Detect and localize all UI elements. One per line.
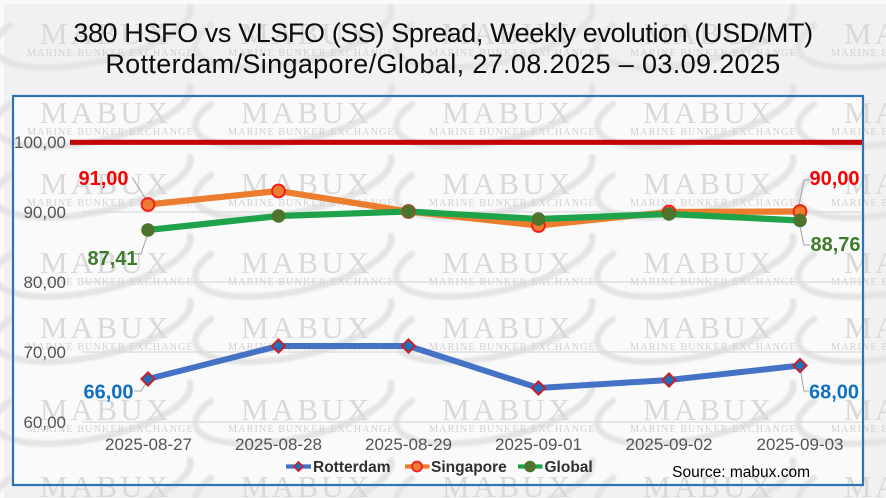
svg-text:Rotterdam: Rotterdam [313,459,391,476]
svg-text:2025-09-01: 2025-09-01 [495,435,582,454]
svg-text:380 HSFO vs VLSFO (SS) Spread,: 380 HSFO vs VLSFO (SS) Spread, Weekly ev… [73,18,812,48]
svg-text:2025-08-29: 2025-08-29 [365,435,452,454]
svg-text:68,00: 68,00 [809,382,859,404]
svg-text:100,00: 100,00 [14,133,66,152]
svg-text:90,00: 90,00 [809,168,859,190]
svg-text:66,00: 66,00 [83,382,133,404]
svg-text:88,76: 88,76 [810,234,860,256]
svg-text:87,41: 87,41 [87,248,137,270]
svg-text:2025-09-02: 2025-09-02 [626,435,713,454]
svg-text:Rotterdam/Singapore/Global, 27: Rotterdam/Singapore/Global, 27.08.2025 –… [105,49,780,79]
svg-text:Singapore: Singapore [431,459,507,476]
svg-text:Source: mabux.com: Source: mabux.com [672,464,810,481]
svg-text:70,00: 70,00 [23,343,66,362]
svg-text:Global: Global [545,459,593,476]
svg-text:2025-08-28: 2025-08-28 [235,435,322,454]
svg-text:2025-09-03: 2025-09-03 [757,435,844,454]
svg-text:90,00: 90,00 [23,203,66,222]
svg-text:91,00: 91,00 [78,168,128,190]
svg-text:2025-08-27: 2025-08-27 [105,435,192,454]
svg-text:80,00: 80,00 [23,273,66,292]
svg-text:60,00: 60,00 [23,413,66,432]
